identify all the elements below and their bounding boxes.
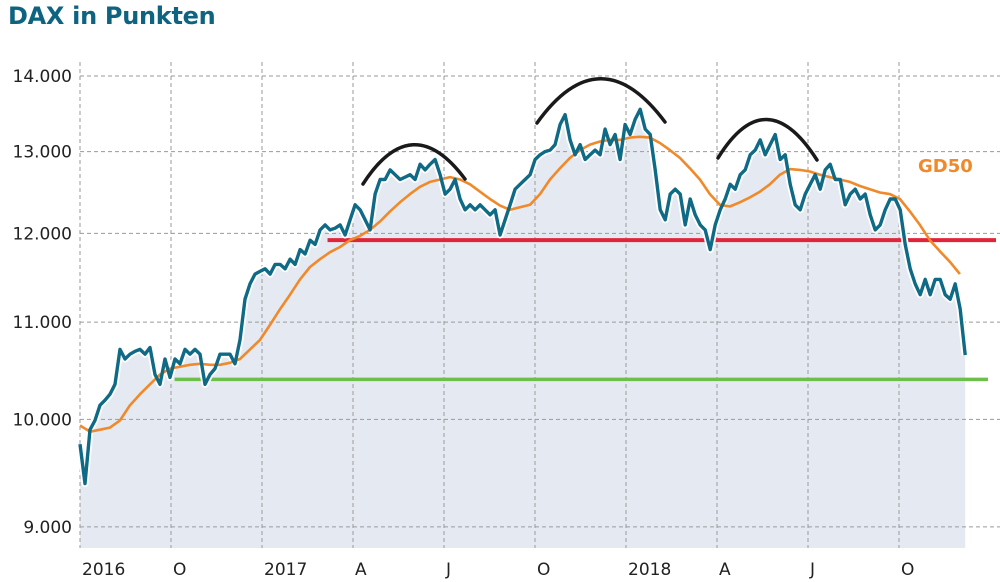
gd50-label: GD50 xyxy=(918,156,973,177)
y-tick-label: 14.000 xyxy=(13,67,72,87)
top-arc-2 xyxy=(535,77,667,125)
top-arc-3 xyxy=(716,117,819,162)
x-tick-label: A xyxy=(719,560,731,580)
x-tick-label: A xyxy=(355,560,367,580)
y-tick-label: 9.000 xyxy=(23,518,72,538)
y-tick-label: 10.000 xyxy=(13,410,72,430)
gd50-line xyxy=(79,135,961,433)
y-tick-label: 13.000 xyxy=(13,143,72,163)
x-tick-label: 2016 xyxy=(82,560,125,580)
top-arc-1 xyxy=(361,143,467,186)
x-tick-label: O xyxy=(901,560,914,580)
x-tick-label: 2018 xyxy=(628,560,671,580)
dax-area-fill xyxy=(80,109,966,549)
chart-title: DAX in Punkten xyxy=(8,2,216,30)
x-tick-label: O xyxy=(173,560,186,580)
x-tick-label: J xyxy=(809,560,815,580)
dax-line xyxy=(78,107,967,486)
y-tick-label: 12.000 xyxy=(13,224,72,244)
y-tick-label: 11.000 xyxy=(13,313,72,333)
x-tick-label: J xyxy=(445,560,451,580)
x-tick-label: O xyxy=(537,560,550,580)
x-tick-label: 2017 xyxy=(264,560,307,580)
